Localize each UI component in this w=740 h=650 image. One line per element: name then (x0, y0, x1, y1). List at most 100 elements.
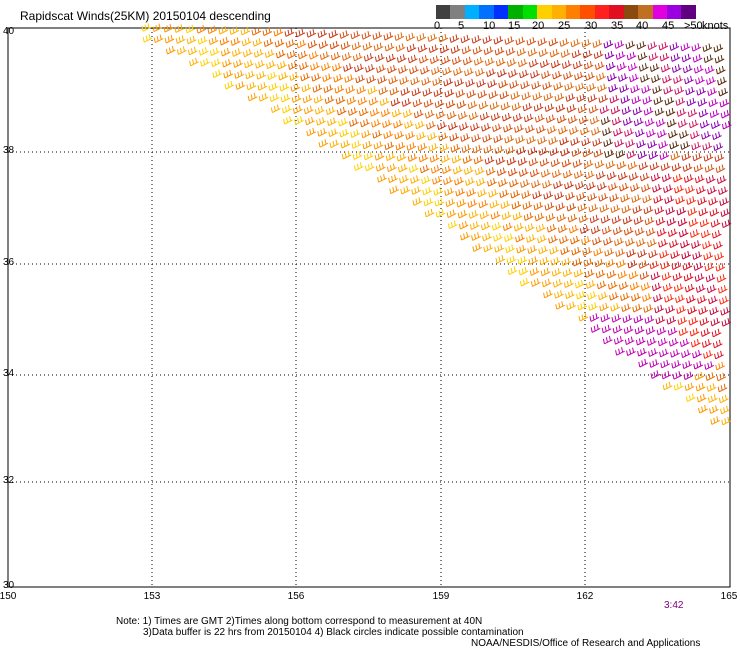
wind-barb (367, 86, 378, 95)
wind-barb (241, 37, 252, 47)
wind-barb (399, 174, 409, 184)
wind-barb (684, 382, 695, 392)
wind-barb (597, 83, 608, 93)
wind-barb (428, 143, 439, 152)
wind-barb (376, 64, 386, 74)
wind-barb (291, 94, 302, 103)
wind-barb (446, 209, 457, 219)
wind-barb (605, 259, 616, 268)
wind-barb (578, 214, 589, 223)
wind-barb (609, 94, 620, 104)
wind-barb (410, 175, 420, 184)
wind-barb (537, 136, 548, 145)
wind-barb (703, 153, 714, 162)
wind-barb (449, 132, 460, 142)
wind-barb (465, 78, 476, 88)
wind-barb (659, 52, 670, 62)
wind-barb (360, 118, 370, 128)
wind-barb (385, 53, 396, 63)
wind-barb (579, 225, 590, 234)
wind-barb (460, 133, 471, 142)
wind-barb (174, 24, 185, 33)
wind-barb (658, 140, 669, 150)
wind-barb (642, 194, 653, 204)
wind-barb (639, 271, 650, 280)
wind-barb (361, 31, 372, 40)
wind-barb (522, 201, 533, 210)
wind-barb (616, 160, 627, 170)
wind-barb (450, 143, 461, 153)
wind-barb (519, 277, 530, 287)
lat-tick-32: 32 (3, 475, 15, 486)
wind-barb (543, 191, 554, 200)
wind-barb (561, 158, 572, 168)
legend-label: >50 (684, 20, 703, 32)
wind-barb (695, 76, 705, 85)
wind-barb (458, 220, 469, 230)
wind-barb (505, 145, 516, 155)
wind-barb (482, 232, 492, 242)
wind-barb (675, 294, 685, 304)
wind-barb (658, 41, 669, 51)
wind-barb (401, 98, 412, 107)
wind-barb (670, 53, 681, 62)
wind-barb (706, 383, 717, 392)
wind-barb (500, 200, 511, 210)
wind-barb (499, 90, 510, 100)
wind-barb (509, 80, 520, 89)
wind-barb (343, 63, 353, 72)
wind-barb (365, 64, 375, 73)
wind-barb (559, 136, 570, 146)
wind-barb (674, 184, 684, 194)
wind-barb (588, 302, 599, 311)
wind-barb (594, 258, 605, 268)
wind-barb (530, 278, 541, 287)
wind-barb (713, 142, 724, 152)
wind-barb (520, 80, 531, 90)
wind-barb (231, 48, 242, 57)
wind-barb (719, 296, 729, 305)
wind-barb (629, 73, 639, 83)
lon-tick-156: 156 (287, 591, 305, 602)
wind-barb (628, 270, 639, 280)
wind-barb (493, 134, 504, 144)
wind-barb (631, 194, 642, 203)
wind-barb (684, 75, 694, 85)
wind-barb (606, 171, 617, 181)
wind-barb (518, 168, 529, 177)
wind-barb (483, 46, 494, 56)
wind-barb (234, 70, 245, 79)
wind-barb (651, 74, 661, 84)
wind-barb (699, 218, 710, 228)
wind-barb (581, 137, 592, 147)
wind-barb (373, 42, 384, 52)
wind-barb (318, 40, 329, 50)
wind-barb (433, 187, 444, 196)
wind-barb (597, 182, 607, 191)
wind-barb (708, 197, 719, 206)
wind-barb (473, 57, 484, 66)
wind-barb (548, 136, 559, 146)
wind-barb (708, 295, 718, 305)
wind-barb (520, 179, 530, 188)
wind-barb (268, 82, 279, 92)
wind-barb (556, 114, 567, 124)
legend-label: 45 (662, 20, 675, 32)
wind-barb (637, 249, 648, 258)
wind-barb (712, 339, 723, 349)
wind-barb (714, 252, 725, 261)
wind-barb (601, 324, 612, 334)
wind-barb (536, 125, 546, 134)
wind-barb (589, 116, 600, 125)
wind-barb (444, 187, 455, 197)
wind-barb (480, 221, 491, 231)
wind-barb (431, 66, 441, 76)
wind-barb (473, 155, 484, 165)
wind-barb (439, 143, 450, 153)
wind-barb (474, 166, 485, 176)
wind-barb (550, 257, 561, 266)
wind-barb (548, 235, 558, 244)
wind-barb (621, 106, 632, 115)
wind-barb (664, 294, 674, 303)
wind-barb (680, 42, 691, 52)
